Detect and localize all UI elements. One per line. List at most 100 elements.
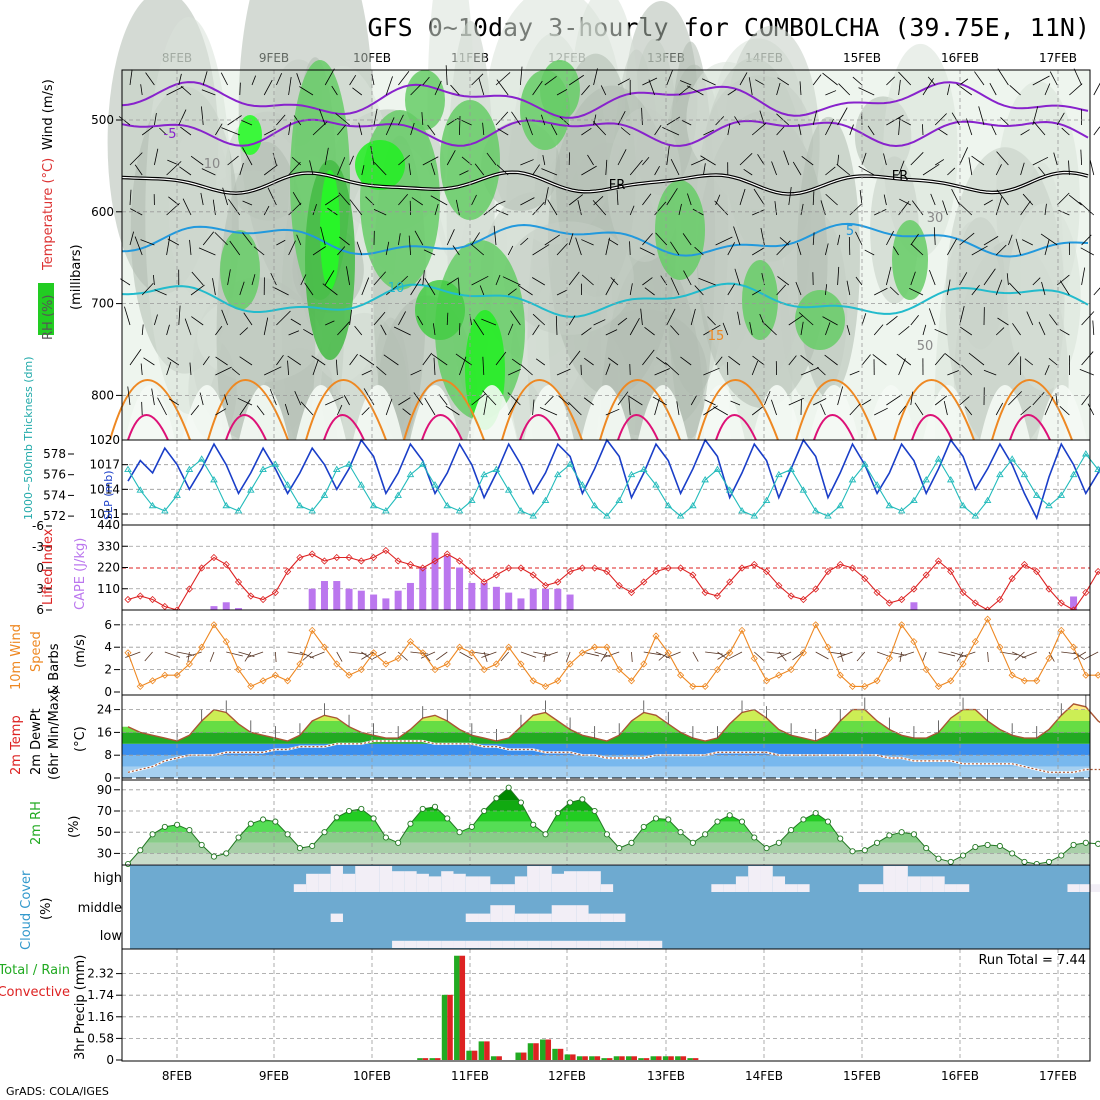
thickness-marker <box>173 491 181 498</box>
wind-barb <box>168 398 180 406</box>
thickness-marker <box>1069 470 1078 478</box>
wind10m-marker <box>701 682 709 690</box>
wind-barb <box>199 392 204 406</box>
wind-barb <box>910 152 924 166</box>
wind-barb <box>593 319 606 326</box>
thickness-marker <box>394 491 402 498</box>
cloud-cell <box>478 940 491 948</box>
wind-barb <box>145 72 155 86</box>
wind-barb <box>897 117 911 126</box>
rh-green-blob <box>795 290 845 350</box>
wind-barb <box>800 321 804 336</box>
wind-barb <box>997 317 1009 326</box>
rh-green-blob <box>415 280 465 340</box>
wind-barb <box>335 359 338 376</box>
rh-green-blob <box>355 140 405 190</box>
wind-barb <box>792 161 802 176</box>
contour-labels: -5 FR FR 5 10 15 10 30 50 <box>164 127 944 354</box>
wind-barb <box>898 405 906 416</box>
precip-bg <box>122 949 1090 1061</box>
wind-barb <box>678 85 691 96</box>
wind-barb <box>180 85 192 96</box>
contour-label: 10 <box>388 281 405 296</box>
wind-barb <box>849 370 860 376</box>
wind10m-marker <box>627 677 636 685</box>
wind-barb <box>215 366 232 376</box>
wind-barb <box>371 73 375 86</box>
wind-barb <box>837 266 840 286</box>
wind10m-marker <box>406 638 415 646</box>
wind-barb <box>432 323 436 336</box>
wind-barbs <box>118 65 1100 416</box>
bottom-date-label: 17FEB <box>1039 1069 1077 1083</box>
rh-white-lobe <box>296 385 346 440</box>
cape-bar <box>468 582 476 610</box>
wind-barb <box>837 154 840 166</box>
lifted-index-marker <box>541 581 550 590</box>
thickness-marker <box>197 455 206 462</box>
cloud-cell <box>502 884 515 892</box>
wind-barb <box>1058 209 1070 216</box>
wind-barb <box>470 243 485 256</box>
rh-marker <box>1070 841 1077 848</box>
wind-barb <box>922 163 940 176</box>
wind-barb <box>337 246 346 256</box>
wind10m-marker <box>603 643 611 651</box>
rh-marker <box>849 848 856 855</box>
temp2m-units: (°C) <box>73 726 88 752</box>
slp-label: SLP (mb) <box>102 470 115 520</box>
wind-barb <box>703 324 721 336</box>
wind-barb <box>730 400 741 406</box>
rh-marker <box>616 845 623 852</box>
rh-grey-blob <box>705 75 814 210</box>
lifted-index-marker <box>148 595 157 604</box>
rh-grey-blob <box>1007 203 1081 391</box>
contour-label: FR <box>892 169 909 184</box>
wind-barb <box>934 328 948 336</box>
wind-barb <box>1080 247 1094 256</box>
wind-barb <box>1040 233 1058 246</box>
wind-barb <box>995 327 1005 336</box>
wind-barb <box>479 285 485 296</box>
wind-barb <box>337 157 346 176</box>
wind-barb <box>739 188 746 206</box>
wind-barb <box>558 395 570 406</box>
wind-barb <box>239 281 245 296</box>
wind-barb <box>288 202 302 216</box>
tick-label: 1020 <box>89 433 120 447</box>
wind-barb <box>629 241 631 256</box>
wind10m-marker <box>296 660 304 668</box>
cloud-cell <box>551 940 564 948</box>
thickness-marker <box>689 501 697 509</box>
cloud-cell <box>527 866 540 892</box>
cloud-cell <box>563 871 577 892</box>
wind-barb <box>861 152 867 166</box>
wind-barb <box>690 308 696 326</box>
rh-marker <box>345 807 353 815</box>
tick-label: 576 <box>43 468 66 482</box>
tick-label: -6 <box>32 519 44 533</box>
wind-barb <box>550 124 558 136</box>
thickness-marker <box>234 507 243 514</box>
wind10m-units: (m/s) <box>73 634 88 668</box>
wind-barb <box>928 308 936 326</box>
wind-barb <box>1044 203 1047 216</box>
cape-bar <box>1070 596 1078 610</box>
cloud-cell <box>563 940 577 948</box>
wind-barb <box>1056 192 1070 206</box>
wind-barb <box>898 71 912 86</box>
wind-barb <box>304 282 314 296</box>
wind-barb <box>687 193 692 206</box>
wind-barb <box>398 233 401 246</box>
wind10m-marker <box>148 677 157 685</box>
wind-barb <box>544 234 560 246</box>
wind-barb <box>532 313 546 326</box>
wind-barb <box>971 284 980 296</box>
wind-barb <box>222 187 228 206</box>
wind10m-marker <box>799 649 807 657</box>
rh-color-key <box>38 283 54 335</box>
wind10m-marker <box>1057 626 1065 634</box>
wind-barb <box>933 227 936 246</box>
cloud-cell <box>637 940 650 948</box>
thickness-marker <box>124 465 132 472</box>
